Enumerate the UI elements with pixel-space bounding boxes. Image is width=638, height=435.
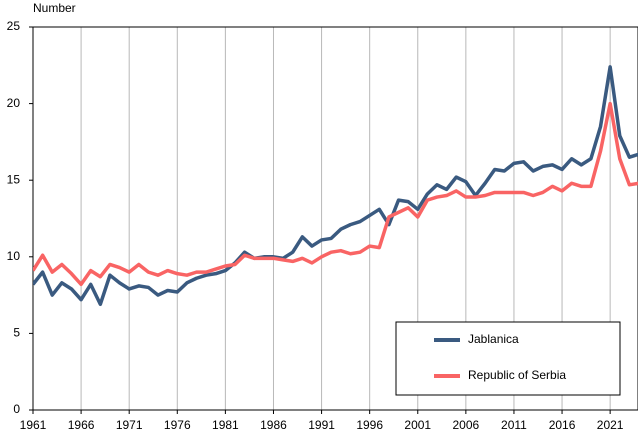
x-tick-label: 2016 [549,418,576,432]
x-tick-label: 2006 [453,418,480,432]
x-tick-label: 2011 [501,418,527,432]
plot-frame [32,26,638,411]
y-tick-label: 15 [7,172,21,186]
y-tick-label: 10 [7,249,21,263]
y-tick-label: 5 [13,326,20,340]
x-tick-label: 1996 [356,418,383,432]
legend-label: Republic of Serbia [468,368,566,382]
x-tick-label: 1966 [68,418,95,432]
y-tick-label: 0 [13,402,20,416]
x-tick-label: 1981 [212,418,239,432]
line-series [33,101,638,287]
series-group [33,65,638,307]
x-tick-label: 1986 [260,418,287,432]
y-axis-label: Number [33,1,76,15]
x-tick-label: 1976 [164,418,191,432]
x-tick-label: 1971 [116,418,143,432]
x-tick-label: 1991 [308,418,335,432]
line-series [33,65,638,307]
x-tick-label: 1961 [20,418,47,432]
y-tick-label: 20 [7,96,21,110]
legend-label: Jablanica [468,332,519,346]
legend-box [395,321,621,396]
x-tick-label: 2021 [597,418,624,432]
x-tick-label: 2001 [404,418,431,432]
y-tick-label: 25 [7,19,21,33]
